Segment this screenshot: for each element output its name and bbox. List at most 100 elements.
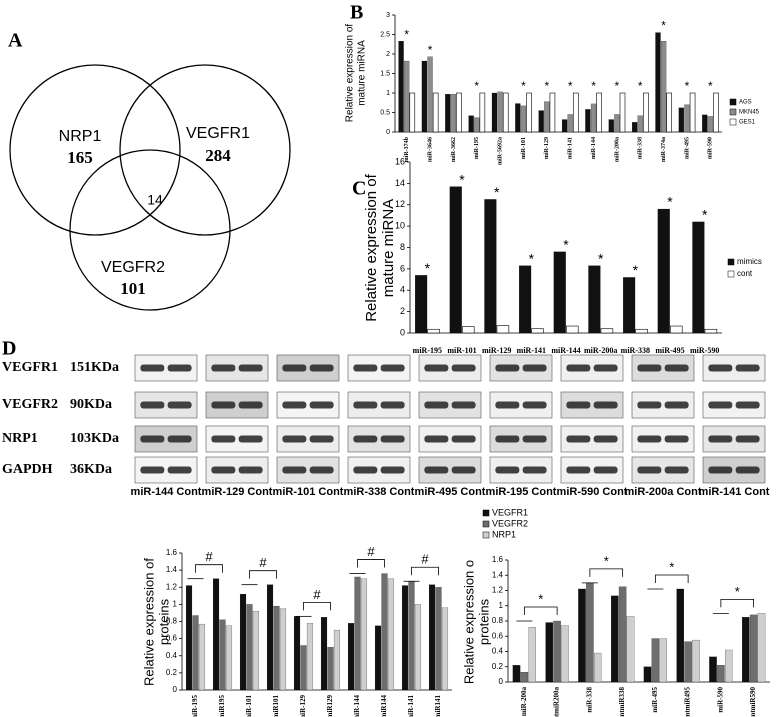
x-tick-label: miR-495 [684,137,690,159]
blot-band [593,401,618,409]
significance-mark: * [661,19,666,33]
y-axis-label: Relative expression o [461,560,476,684]
significance-mark: * [563,236,569,252]
blot-band [664,466,689,474]
significance-mark: * [425,260,431,276]
y-axis-label: proteins [476,598,491,645]
bar [408,581,415,691]
y-tick-label: 3 [386,12,390,19]
legend-swatch [727,258,735,266]
comparison-bracket [411,566,439,576]
blot-band [451,401,476,409]
comparison-label: # [259,555,267,570]
blot-band [140,435,165,443]
bar [572,92,579,133]
significance-mark: * [638,79,643,93]
blot-band [238,435,263,443]
bar [531,328,544,334]
bar [479,92,486,133]
blot-band [140,364,165,372]
significance-mark: * [708,79,713,93]
significance-mark: * [459,171,465,187]
significance-mark: * [529,250,535,266]
bar [608,119,614,133]
bar [502,92,509,133]
blot-band [353,401,378,409]
x-tick-label: miR-200a [614,137,620,162]
bar [279,608,287,691]
bar [689,92,696,133]
blot-band [380,401,405,409]
x-tick-label: contmiR195 [218,695,226,717]
legend-label: mimics [737,257,762,266]
blot-band [566,435,591,443]
x-tick-label: miR-338 [621,346,650,355]
x-tick-label: miR-590 [708,137,714,159]
blot-band [522,435,547,443]
y-tick-label: 2.5 [380,31,390,38]
blot-column-label: miR-129 Cont [202,486,273,498]
venn-count: 101 [120,279,146,298]
y-tick-label: 4 [400,285,405,295]
blot-band [637,466,662,474]
bar [757,613,766,683]
legend-label: VEGFR1 [492,507,528,517]
significance-mark: * [404,27,409,41]
significance-mark: * [667,194,673,210]
bar [565,325,579,334]
x-tick-label: contmiR200a [553,687,561,717]
bar [327,647,334,691]
blot-column-label: miR-144 Cont [131,486,202,498]
bar [414,604,422,691]
venn-label: VEGFR1 [186,125,250,142]
blot-band [637,401,662,409]
comparison-bracket [589,568,624,577]
bar [347,623,355,691]
blot-band [522,364,547,372]
blot-band [708,435,733,443]
bar [360,578,368,691]
x-tick-label: contmiR338 [618,687,626,717]
bar [692,639,700,683]
bar [661,41,667,133]
bar [450,94,456,133]
y-tick-label: 0 [386,129,390,136]
y-tick-label: 1.6 [166,548,178,557]
bar [381,573,388,691]
legend-label: MKN45 [739,110,760,116]
legend-label: NRP1 [492,529,516,539]
y-axis-label: proteins [156,598,171,645]
bar [553,620,561,683]
x-tick-label: miR-129 [299,695,307,717]
x-tick-label: miR-590 [690,346,719,355]
blot-band [282,401,307,409]
bar [441,607,449,691]
venn-circle [69,149,231,311]
bar [415,275,428,334]
blot-band [140,466,165,474]
bar [374,625,382,691]
bar [293,616,301,691]
bar [717,665,725,683]
y-tick-label: 1 [499,601,504,610]
x-tick-label: miR-144 [591,137,597,159]
blot-band [495,364,520,372]
x-tick-label: miR-3662 [451,137,457,162]
panel-label: A [8,30,23,52]
y-axis-label: mature miRNA [357,40,368,106]
bar [519,265,532,334]
blot-band [566,466,591,474]
bar [421,60,428,133]
bar [427,56,433,133]
significance-mark: * [598,250,604,266]
bar [725,649,733,683]
blot-band [593,435,618,443]
comparison-label: # [421,552,429,567]
bar [409,92,416,133]
bar [401,585,409,691]
x-tick-label: miR-129 [544,137,550,159]
bar [643,666,652,683]
y-axis-label: Relative expression of [345,24,356,123]
bar [468,115,474,133]
